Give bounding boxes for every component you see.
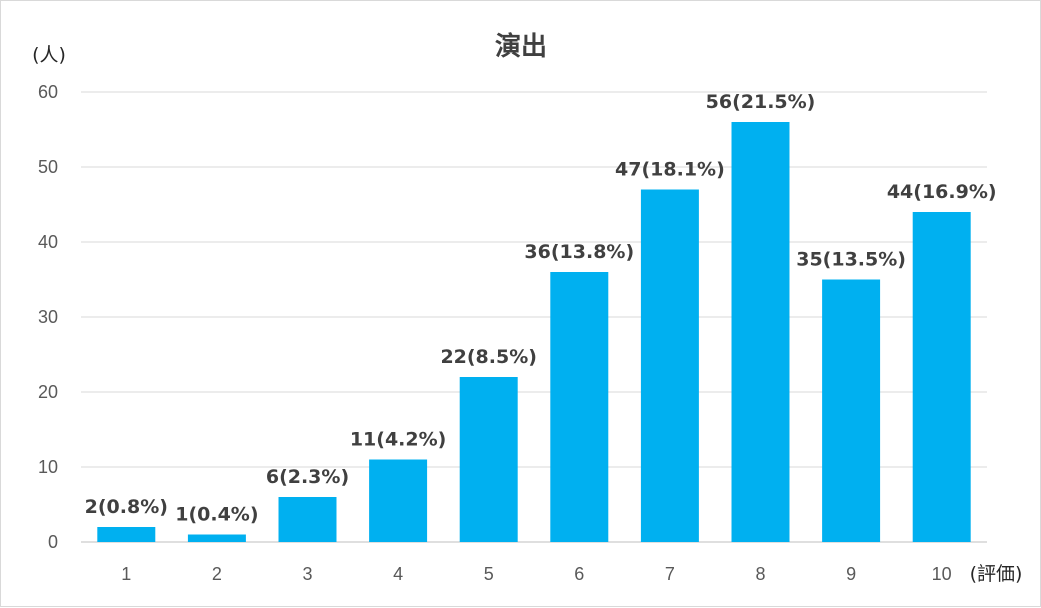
x-axis-unit-label: (評価) (970, 563, 1023, 585)
x-tick-label-1: 1 (121, 564, 131, 584)
x-tick-label-8: 8 (755, 564, 765, 584)
bar-9 (822, 279, 881, 542)
chart-title: 演出 (495, 31, 547, 62)
x-tick-label-6: 6 (574, 564, 584, 584)
data-label-9: 35(13.5%) (796, 249, 906, 271)
bar-10 (912, 212, 971, 542)
y-axis-unit-label: (人) (32, 44, 66, 66)
x-tick-label-7: 7 (665, 564, 675, 584)
y-tick-label-10: 10 (38, 457, 58, 477)
data-labels: 2(0.8%) 1(0.4%) 6(2.3%)11(4.2%) 22(8.5%) 36(… (85, 91, 997, 526)
x-tick-label-10: 10 (932, 564, 952, 584)
data-label-7: 47(18.1%) (615, 159, 725, 181)
bar-4 (369, 459, 428, 542)
bar-3 (278, 497, 337, 542)
data-label-5: 22(8.5%) (440, 346, 537, 368)
bars (97, 122, 971, 542)
bar-5 (459, 377, 518, 542)
x-tick-label-4: 4 (393, 564, 403, 584)
data-label-1: 2(0.8%) (85, 496, 168, 518)
y-tick-label-40: 40 (38, 232, 58, 252)
y-tick-label-60: 60 (38, 82, 58, 102)
gridlines (81, 91, 987, 543)
y-tick-label-50: 50 (38, 157, 58, 177)
data-label-3: 6(2.3%) (266, 466, 349, 488)
data-label-8: 56(21.5%) (706, 91, 816, 113)
bar-6 (550, 272, 609, 542)
bar-1 (97, 527, 156, 542)
data-label-10: 44(16.9%) (887, 181, 997, 203)
data-label-2: 1(0.4%) (175, 504, 258, 526)
y-tick-label-0: 0 (48, 532, 58, 552)
x-tick-label-9: 9 (846, 564, 856, 584)
data-label-4: 11(4.2%) (350, 429, 447, 451)
bar-2 (187, 534, 246, 542)
data-label-6: 36(13.8%) (524, 241, 634, 263)
y-axis-ticks: 0 10 20 30 40 50 60 (38, 82, 58, 552)
x-tick-label-5: 5 (484, 564, 494, 584)
bar-7 (640, 189, 699, 542)
x-tick-label-3: 3 (302, 564, 312, 584)
y-tick-label-20: 20 (38, 382, 58, 402)
x-tick-label-2: 2 (212, 564, 222, 584)
x-axis-ticks: 1 2 3 4 5 6 7 8 9 10 (121, 564, 951, 584)
bar-8 (731, 122, 790, 542)
y-tick-label-30: 30 (38, 307, 58, 327)
